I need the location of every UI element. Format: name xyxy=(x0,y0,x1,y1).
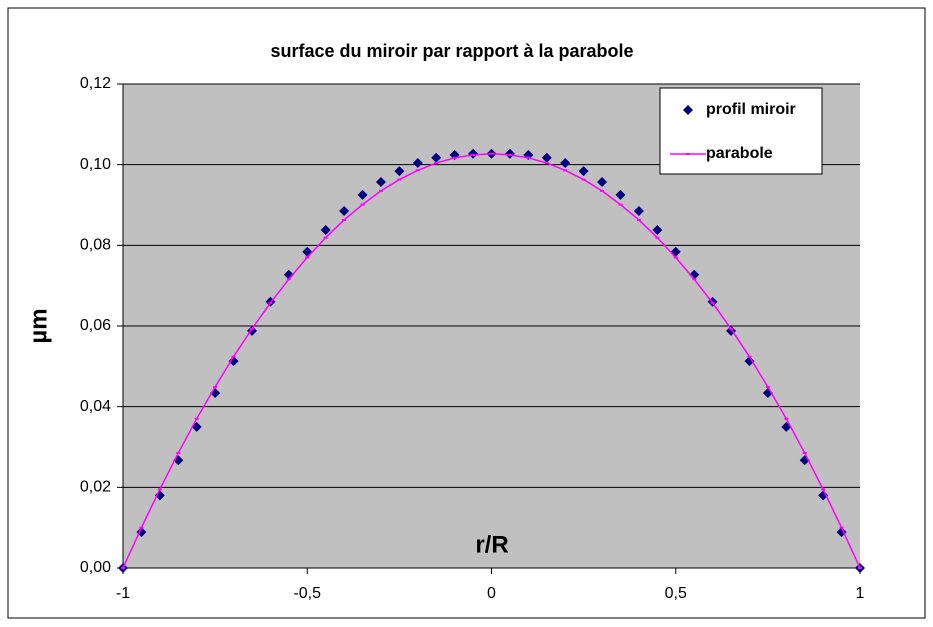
point-marker xyxy=(563,169,568,172)
point-marker xyxy=(821,488,826,491)
point-marker xyxy=(157,488,162,491)
point-marker xyxy=(375,177,386,188)
legend-symbol xyxy=(683,105,693,115)
point-marker xyxy=(729,327,734,330)
point-marker xyxy=(560,158,571,169)
point-marker xyxy=(504,148,515,159)
point-marker xyxy=(468,148,479,159)
point-marker xyxy=(784,417,789,420)
point-marker xyxy=(692,278,697,281)
point-marker xyxy=(121,567,125,569)
x-axis-label: r/R xyxy=(475,531,508,558)
x-tick-label: 0 xyxy=(487,585,496,602)
point-marker xyxy=(618,203,623,206)
point-marker xyxy=(305,256,310,259)
legend-box xyxy=(659,87,823,175)
point-marker xyxy=(231,355,236,358)
legend-symbol xyxy=(686,153,690,155)
point-marker xyxy=(655,236,660,239)
point-marker xyxy=(194,417,199,420)
point-marker xyxy=(323,236,328,239)
point-marker xyxy=(415,169,420,172)
point-marker xyxy=(858,567,862,569)
point-marker xyxy=(378,189,383,192)
point-marker xyxy=(839,526,844,529)
point-marker xyxy=(176,452,181,455)
point-marker xyxy=(633,206,644,217)
point-marker xyxy=(636,218,641,221)
point-marker xyxy=(600,189,605,192)
point-marker xyxy=(747,355,752,358)
point-marker xyxy=(412,158,423,169)
point-marker xyxy=(744,356,755,367)
legend-label: parabole xyxy=(706,145,773,162)
chart-title: surface du miroir par rapport à la parab… xyxy=(270,41,633,61)
point-marker xyxy=(615,189,626,200)
point-marker xyxy=(578,166,589,177)
point-marker xyxy=(339,206,350,217)
x-tick-label: 0,5 xyxy=(665,585,687,602)
point-marker xyxy=(286,278,291,281)
point-marker xyxy=(431,152,442,163)
point-marker xyxy=(471,153,476,156)
point-marker xyxy=(342,218,347,221)
point-marker xyxy=(452,156,457,159)
x-tick-label: 1 xyxy=(856,585,865,602)
point-marker xyxy=(357,189,368,200)
point-marker xyxy=(544,162,549,165)
point-marker xyxy=(360,203,365,206)
y-tick-label: 0,10 xyxy=(80,156,111,173)
y-tick-label: 0,06 xyxy=(80,317,111,334)
point-marker xyxy=(526,156,531,159)
legend-label: profil miroir xyxy=(706,101,796,118)
point-marker xyxy=(507,153,512,156)
point-marker xyxy=(652,225,663,236)
y-tick-label: 0,12 xyxy=(80,75,111,92)
y-tick-label: 0,00 xyxy=(80,559,111,576)
point-marker xyxy=(320,225,331,236)
point-marker xyxy=(489,152,494,155)
point-marker xyxy=(268,302,273,305)
point-marker xyxy=(397,178,402,181)
point-marker xyxy=(765,385,770,388)
point-marker xyxy=(394,166,405,177)
y-tick-label: 0,08 xyxy=(80,237,111,254)
y-tick-label: 0,04 xyxy=(80,398,111,415)
point-marker xyxy=(710,302,715,305)
point-marker xyxy=(597,177,608,188)
point-marker xyxy=(581,178,586,181)
point-marker xyxy=(249,327,254,330)
point-marker xyxy=(213,385,218,388)
point-marker xyxy=(802,452,807,455)
point-marker xyxy=(673,256,678,259)
x-tick-label: -0,5 xyxy=(293,585,321,602)
point-marker xyxy=(139,526,144,529)
y-tick-label: 0,02 xyxy=(80,479,111,496)
point-marker xyxy=(541,152,552,163)
point-marker xyxy=(434,162,439,165)
point-marker xyxy=(228,356,239,367)
x-tick-label: -1 xyxy=(116,585,130,602)
y-axis-label: µm xyxy=(25,308,52,343)
